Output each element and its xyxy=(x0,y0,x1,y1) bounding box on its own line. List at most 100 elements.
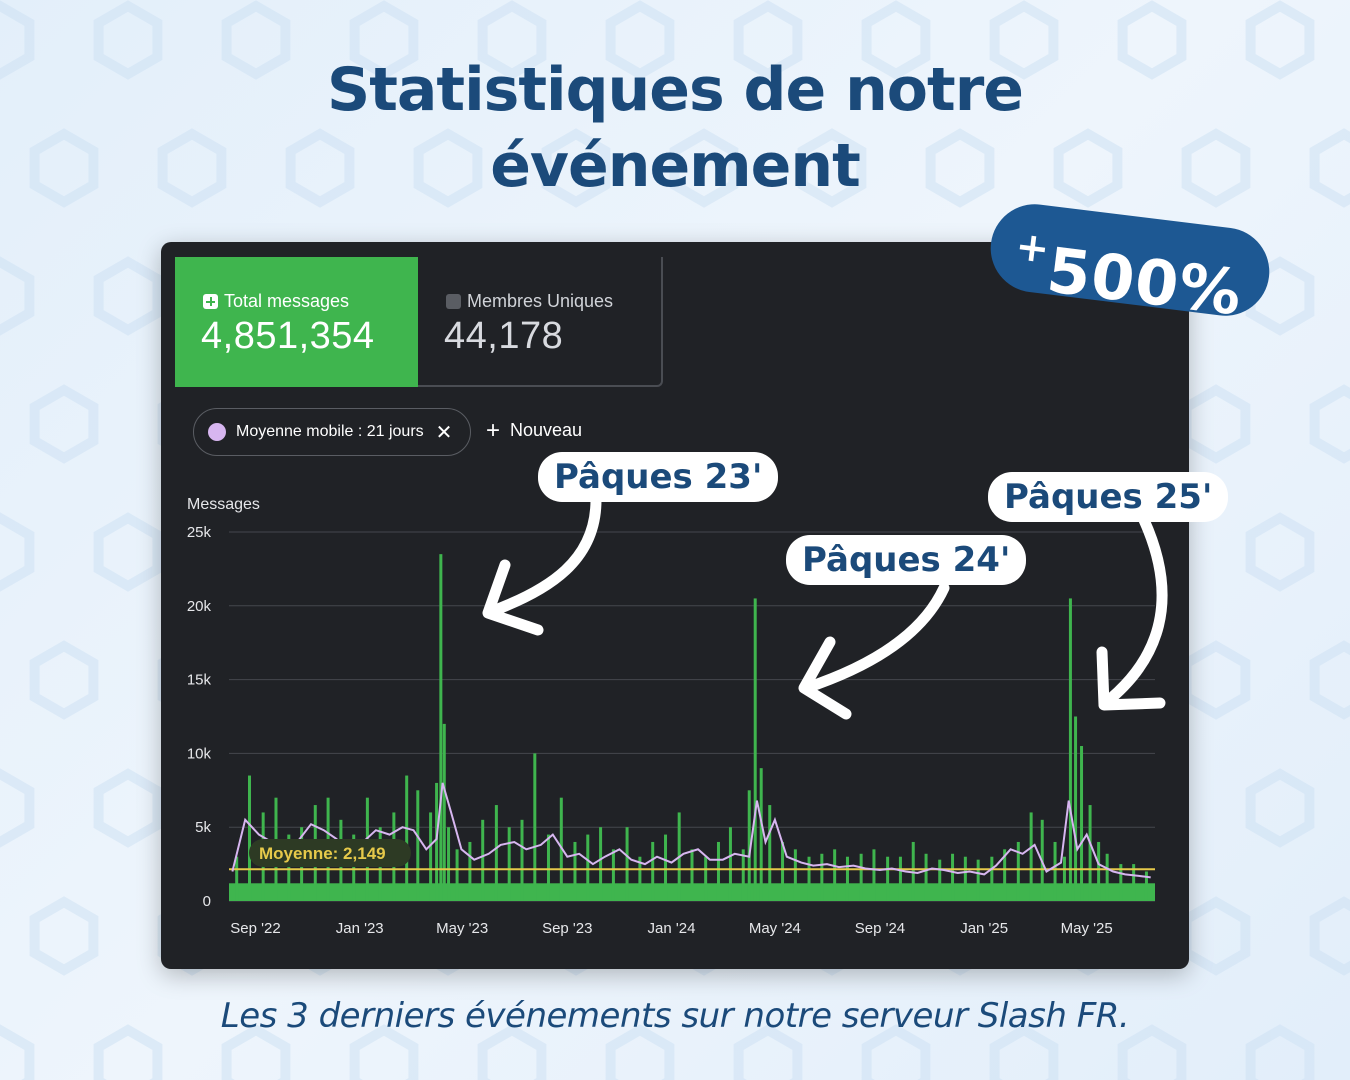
bar xyxy=(898,856,902,901)
bar xyxy=(638,856,642,901)
hexagon-shape xyxy=(1309,896,1350,976)
y-tick-label: 20k xyxy=(187,598,212,615)
checkbox-unchecked-icon[interactable] xyxy=(446,294,461,309)
series-color-dot-icon xyxy=(208,423,226,441)
bar xyxy=(435,782,439,901)
bar xyxy=(416,790,420,901)
bar xyxy=(741,849,745,901)
x-tick-label: May '23 xyxy=(436,920,488,937)
bar xyxy=(845,856,849,901)
bar xyxy=(704,856,708,901)
total-messages-card[interactable]: Total messages 4,851,354 xyxy=(175,257,418,387)
bar xyxy=(1074,716,1078,901)
bar xyxy=(886,856,890,901)
bar xyxy=(287,834,291,901)
bar xyxy=(1119,864,1123,901)
hexagon-shape xyxy=(733,1024,803,1080)
hexagon-shape xyxy=(1117,1024,1187,1080)
bar xyxy=(546,834,550,901)
moving-average-label: Moyenne mobile : 21 jours xyxy=(236,423,424,440)
messages-chart: Messages 0 5k 10k 15k 20k 25k Sep '22 Jan '23 M… xyxy=(187,496,1155,937)
x-tick-label: Jan '25 xyxy=(960,920,1008,937)
bar xyxy=(573,841,577,901)
bar xyxy=(442,723,446,901)
bar xyxy=(611,849,615,901)
bar xyxy=(352,834,356,901)
moving-average-filter[interactable]: Moyenne mobile : 21 jours ✕ xyxy=(193,408,471,456)
bar xyxy=(1105,853,1109,901)
x-tick-label: Jan '23 xyxy=(336,920,384,937)
bar xyxy=(455,849,459,901)
hexagon-shape xyxy=(221,1024,291,1080)
title-line-1: Statistiques de notre xyxy=(327,55,1024,125)
caption: Les 3 derniers événements sur notre serv… xyxy=(220,996,1130,1036)
hexagon-shape xyxy=(0,1024,35,1080)
bar xyxy=(1088,805,1092,901)
bar xyxy=(586,834,590,901)
x-tick-label: May '25 xyxy=(1061,920,1113,937)
close-icon[interactable]: ✕ xyxy=(435,421,453,444)
total-messages-label: Total messages xyxy=(224,291,350,311)
bar xyxy=(1053,841,1057,901)
new-metric-button[interactable]: + Nouveau xyxy=(486,418,582,442)
title-line-2: événement xyxy=(490,131,861,201)
annotation-paques-23: Pâques 23' xyxy=(538,452,779,502)
x-tick-label: Jan '24 xyxy=(648,920,696,937)
bar xyxy=(651,841,655,901)
bar xyxy=(747,790,751,901)
bar xyxy=(520,819,524,901)
unique-members-value: 44,178 xyxy=(444,315,564,357)
hexagon-shape xyxy=(1245,512,1315,592)
bar xyxy=(1144,871,1148,901)
bar xyxy=(951,853,955,901)
y-tick-label: 0 xyxy=(203,893,211,910)
hexagon-shape xyxy=(861,1024,931,1080)
bar xyxy=(690,849,694,901)
checkbox-checked-icon[interactable] xyxy=(203,294,218,309)
bar xyxy=(1003,849,1007,901)
hexagon-shape xyxy=(1309,640,1350,720)
bar xyxy=(1132,864,1136,901)
hexagon-shape xyxy=(29,896,99,976)
bar xyxy=(938,859,942,901)
hexagon-shape xyxy=(1181,384,1251,464)
bar xyxy=(235,856,239,901)
unique-members-card[interactable]: Membres Uniques 44,178 xyxy=(418,257,663,387)
bar xyxy=(248,775,252,901)
hexagon-shape xyxy=(93,512,163,592)
bar xyxy=(494,805,498,901)
hexagon-shape xyxy=(0,256,35,336)
hexagon-shape xyxy=(93,768,163,848)
x-tick-label: Sep '24 xyxy=(855,920,905,937)
bar xyxy=(833,849,837,901)
page-title: Statistiques de notre événement xyxy=(0,52,1350,204)
x-tick-label: Sep '23 xyxy=(542,920,592,937)
bar xyxy=(507,827,511,901)
bar xyxy=(807,856,811,901)
bar xyxy=(1097,841,1101,901)
bar xyxy=(664,834,668,901)
bar xyxy=(872,849,876,901)
hexagon-shape xyxy=(0,768,35,848)
bar xyxy=(759,768,763,901)
bar xyxy=(468,841,472,901)
hexagon-shape xyxy=(93,256,163,336)
hexagon-shape xyxy=(477,1024,547,1080)
bar xyxy=(1080,746,1084,901)
y-axis-title: Messages xyxy=(187,496,260,513)
x-tick-label: May '24 xyxy=(749,920,801,937)
bar xyxy=(447,827,451,901)
bar xyxy=(820,853,824,901)
x-tick-label: Sep '22 xyxy=(230,920,280,937)
bar xyxy=(716,841,720,901)
bar xyxy=(1062,856,1066,901)
bar xyxy=(963,856,967,901)
hexagon-shape xyxy=(1309,384,1350,464)
bar xyxy=(625,827,629,901)
bar xyxy=(753,598,757,901)
hexagon-shape xyxy=(1181,640,1251,720)
bar xyxy=(976,859,980,901)
hexagon-shape xyxy=(29,384,99,464)
bar xyxy=(429,812,433,901)
hexagon-shape xyxy=(0,512,35,592)
